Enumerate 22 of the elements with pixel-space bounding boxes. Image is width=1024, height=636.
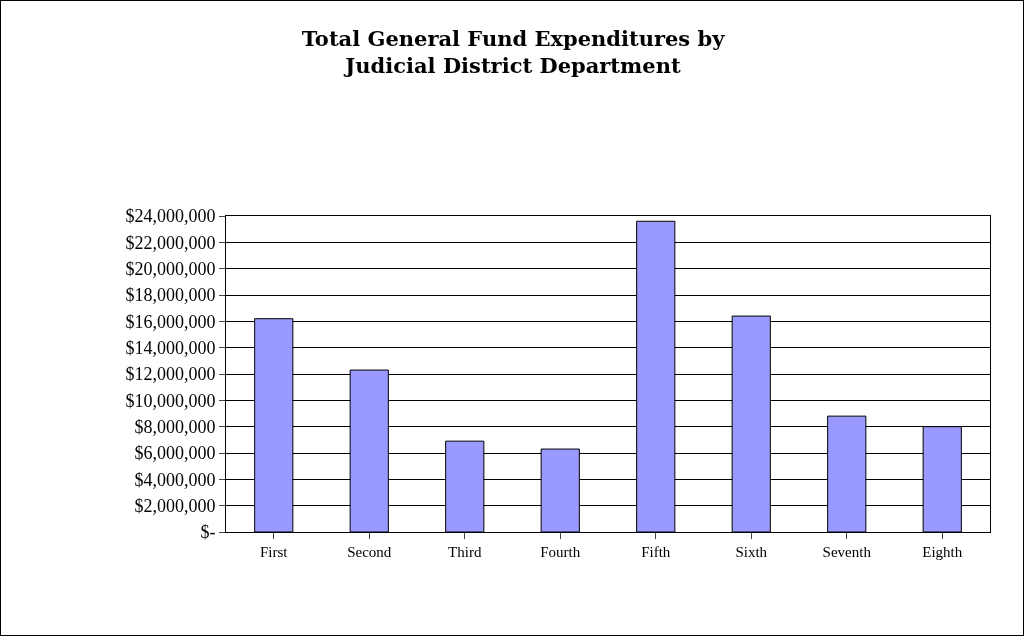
x-tick-label: Fifth xyxy=(641,544,671,560)
y-tick-label: $24,000,000 xyxy=(125,206,216,227)
y-tick-label: $2,000,000 xyxy=(134,495,216,516)
x-tick-label: Eighth xyxy=(922,544,963,560)
y-tick-label: $16,000,000 xyxy=(125,311,216,332)
y-tick-label: $10,000,000 xyxy=(125,390,216,411)
x-tick-label: Seventh xyxy=(822,544,872,560)
x-tick-label: Fourth xyxy=(540,544,581,560)
y-tick-label: $18,000,000 xyxy=(125,285,216,306)
x-tick-label: Sixth xyxy=(735,544,768,560)
chart-title: Total General Fund Expenditures by Judicial District Department xyxy=(301,25,726,78)
y-tick-label: $14,000,000 xyxy=(125,337,216,358)
y-tick-label: $6,000,000 xyxy=(134,443,216,464)
y-tick-label: $8,000,000 xyxy=(134,416,216,437)
x-tick-label: Second xyxy=(347,544,392,560)
x-tick-label: First xyxy=(259,544,289,560)
y-tick-label: $22,000,000 xyxy=(125,232,216,253)
y-tick-label: $4,000,000 xyxy=(134,469,216,490)
y-tick-label: $12,000,000 xyxy=(125,364,216,385)
y-tick-label: $- xyxy=(200,522,216,543)
y-tick-label: $20,000,000 xyxy=(125,258,216,279)
x-tick-label: Third xyxy=(448,544,482,560)
